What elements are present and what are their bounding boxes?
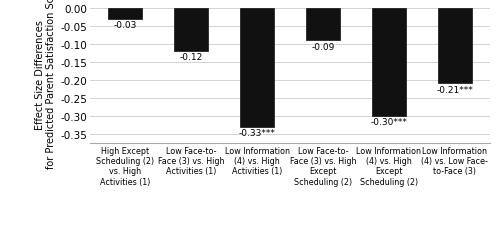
Bar: [174, 9, 208, 52]
Text: -0.30***: -0.30***: [370, 118, 408, 127]
Text: -0.33***: -0.33***: [238, 128, 276, 137]
Bar: [306, 9, 340, 41]
Text: -0.21***: -0.21***: [436, 85, 473, 94]
Text: -0.12: -0.12: [180, 53, 203, 62]
Bar: [438, 9, 472, 84]
Bar: [240, 9, 274, 127]
Bar: [372, 9, 406, 116]
Text: -0.03: -0.03: [114, 21, 137, 30]
Text: -0.09: -0.09: [312, 43, 334, 52]
Y-axis label: Effect Size Differences
for Predicted Parent Satisfaction Score: Effect Size Differences for Predicted Pa…: [34, 0, 56, 168]
Bar: [108, 9, 142, 19]
